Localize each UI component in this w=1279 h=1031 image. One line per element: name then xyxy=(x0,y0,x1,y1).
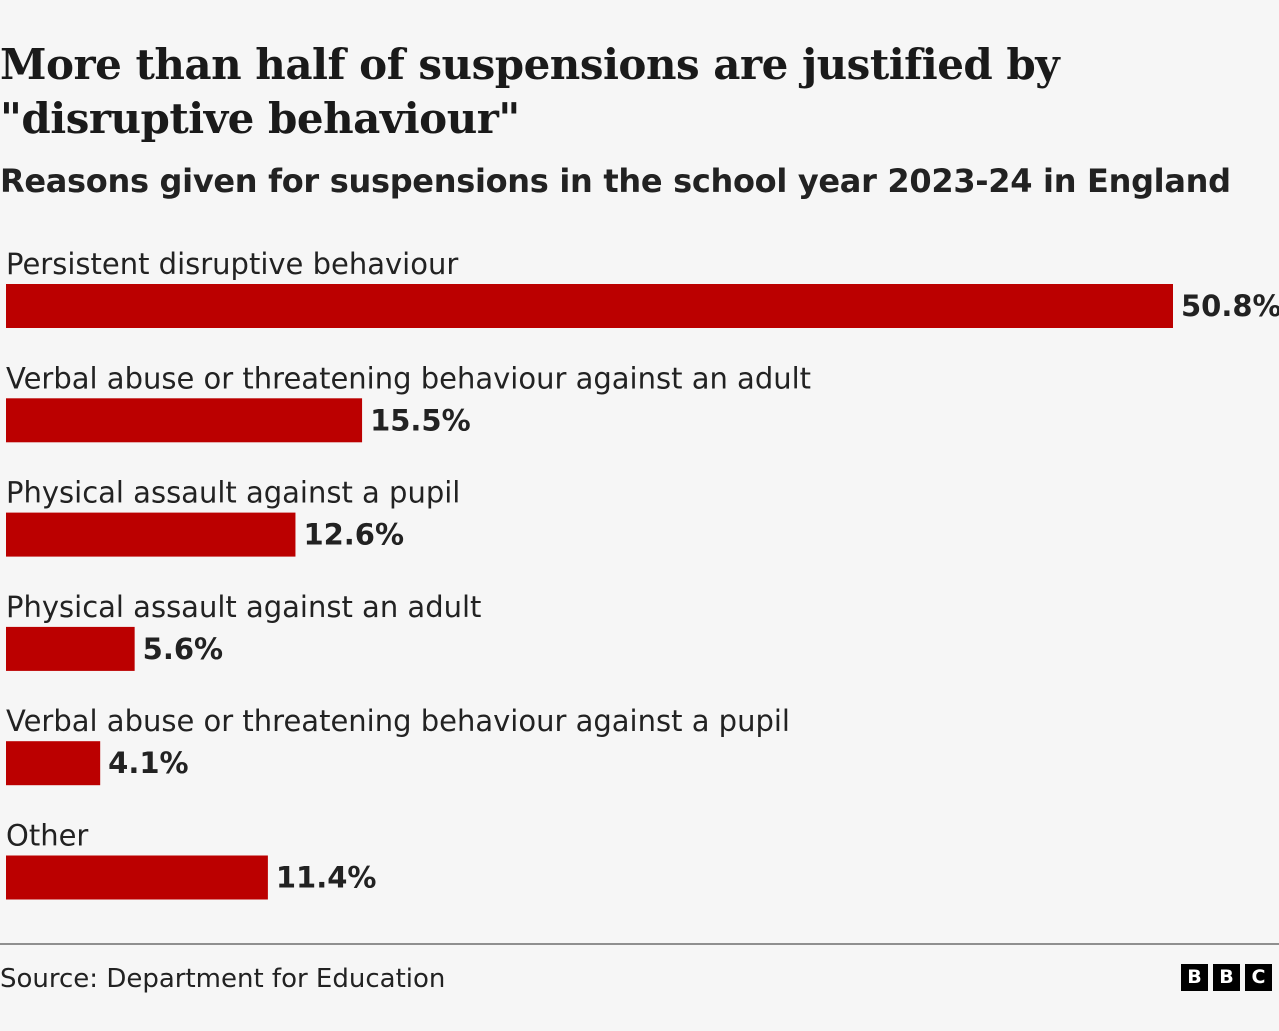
value-label: 5.6% xyxy=(143,632,223,666)
category-label: Persistent disruptive behaviour xyxy=(6,247,458,281)
logo-letter-b1: B xyxy=(1181,964,1208,991)
source-note: Source: Department for Education xyxy=(0,964,446,994)
value-label: 15.5% xyxy=(370,403,471,437)
bar xyxy=(6,512,296,557)
logo-letter-b2: B xyxy=(1213,964,1240,991)
chart-subtitle: Reasons given for suspensions in the sch… xyxy=(0,162,1231,200)
logo-letter-c: C xyxy=(1245,964,1272,991)
category-label: Physical assault against an adult xyxy=(6,590,481,624)
value-label: 50.8% xyxy=(1181,289,1279,323)
bar xyxy=(6,398,363,443)
bbc-logo: B B C xyxy=(1181,964,1272,991)
category-label: Other xyxy=(6,819,88,853)
category-label: Verbal abuse or threatening behaviour ag… xyxy=(6,704,790,738)
bar xyxy=(6,741,101,786)
footer-divider xyxy=(0,943,1279,945)
value-label: 12.6% xyxy=(303,518,404,552)
bar xyxy=(6,855,268,900)
bar-chart: Persistent disruptive behaviour 50.8% Verb… xyxy=(6,247,1279,900)
value-label: 11.4% xyxy=(276,861,377,895)
category-label: Physical assault against a pupil xyxy=(6,476,460,510)
bar xyxy=(6,284,1173,328)
category-label: Verbal abuse or threatening behaviour ag… xyxy=(6,361,811,395)
bar xyxy=(6,626,135,671)
value-label: 4.1% xyxy=(108,746,188,780)
chart-title: More than half of suspensions are justif… xyxy=(0,40,1060,143)
